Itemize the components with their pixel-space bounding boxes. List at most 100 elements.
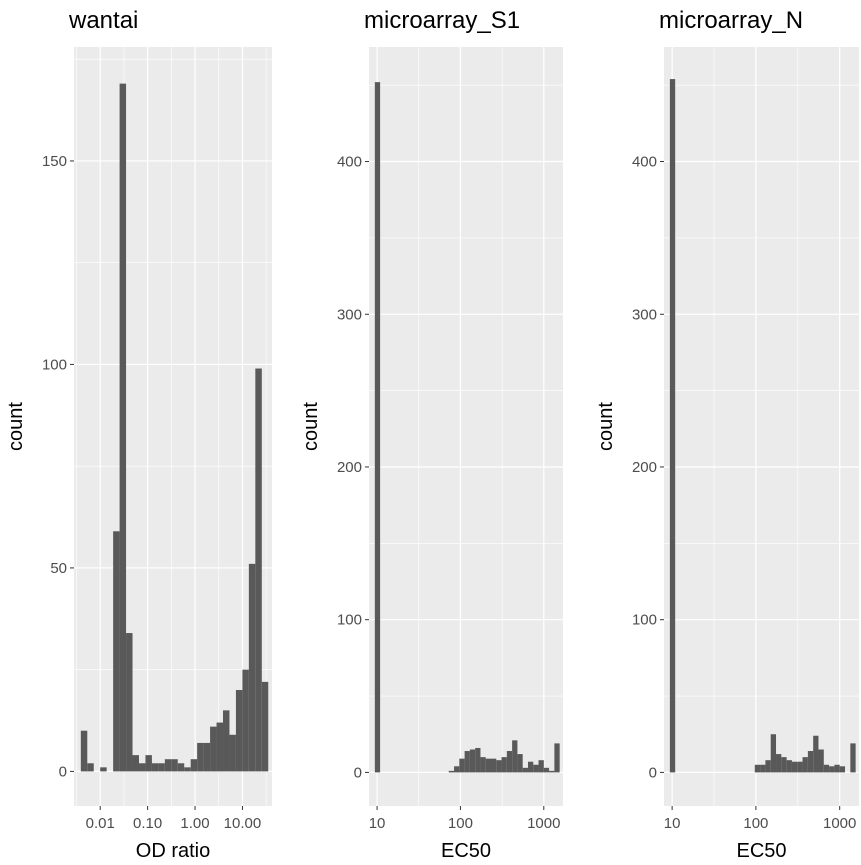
histogram-bar	[190, 759, 198, 772]
histogram-bar	[126, 633, 133, 772]
histogram-bar	[754, 764, 761, 773]
histogram-bar	[813, 735, 819, 773]
histogram-bar	[797, 761, 803, 773]
x-axis-title: EC50	[441, 840, 491, 862]
y-tick-label: 100	[337, 612, 362, 629]
y-tick-label: 0	[649, 764, 657, 781]
histogram-bar	[485, 758, 492, 773]
x-tick-label: 0.10	[133, 815, 162, 832]
y-tick-label: 100	[632, 612, 657, 629]
panel-microarray-n: 0 100 200 300 400 10 100 1000 EC50 count microarra…	[595, 7, 859, 862]
histogram-bar	[802, 757, 808, 773]
x-tick-label: 1.00	[180, 815, 209, 832]
x-tick-label: 1000	[823, 815, 856, 832]
histogram-bar	[786, 760, 792, 773]
histogram-bar	[164, 759, 172, 772]
x-tick-label: 100	[448, 815, 473, 832]
histogram-bar	[480, 757, 486, 773]
histogram-bar	[538, 760, 544, 773]
x-tick-label: 10.00	[224, 815, 262, 832]
histogram-bar	[781, 757, 787, 773]
histogram-bar	[491, 758, 497, 773]
histogram-bar	[454, 766, 460, 773]
y-tick-label: 400	[632, 154, 657, 171]
y-tick-label: 300	[337, 306, 362, 323]
histogram-bar	[203, 742, 211, 772]
y-tick-label: 0	[59, 763, 67, 780]
x-tick-label: 100	[743, 815, 768, 832]
histogram-bar	[261, 681, 269, 772]
histogram-bar	[448, 770, 455, 773]
histogram-bar	[177, 763, 185, 772]
histogram-bar	[549, 770, 555, 773]
histogram-bar	[158, 763, 165, 772]
x-tick-label: 0.01	[86, 815, 115, 832]
histogram-bar	[374, 82, 381, 773]
histogram-bar	[501, 757, 507, 773]
histogram-bar	[197, 742, 204, 772]
histogram-bar	[132, 755, 139, 772]
histogram-bar	[151, 763, 159, 772]
panel-microarray-s1: 0 100 200 300 400 10 100 1000 EC50 count microarra…	[300, 7, 563, 862]
x-tick-label: 10	[664, 815, 681, 832]
histogram-bar	[791, 761, 798, 773]
histogram-bar	[765, 760, 771, 773]
histogram-bar	[171, 759, 178, 772]
histogram-bar	[770, 734, 777, 773]
histogram-bar	[829, 766, 835, 773]
histogram-bar	[554, 743, 560, 773]
y-tick-label: 200	[632, 459, 657, 476]
panel-wantai: 0 50 100 150 0.01 0.10 1.00 10.00 OD ratio count w…	[5, 7, 272, 862]
histogram-bar	[138, 763, 146, 772]
histogram-bar	[776, 754, 782, 773]
histogram-bar	[527, 761, 534, 773]
x-tick-label: 10	[369, 815, 386, 832]
histogram-bar	[517, 754, 523, 773]
histogram-bar	[522, 767, 528, 773]
histogram-bar	[87, 763, 94, 772]
histogram-bar	[818, 749, 824, 773]
histogram-bar	[119, 83, 127, 772]
histogram-bar	[834, 764, 840, 773]
histogram-bar	[543, 767, 550, 773]
histogram-bar	[839, 766, 846, 773]
histogram-bar	[216, 722, 224, 772]
histogram-bar	[464, 751, 470, 773]
y-tick-label: 300	[632, 306, 657, 323]
x-axis-title: OD ratio	[136, 840, 210, 862]
histogram-bar	[807, 751, 814, 773]
x-axis-title: EC50	[736, 840, 786, 862]
y-tick-label: 100	[42, 356, 67, 373]
histogram-bar	[184, 767, 191, 772]
histogram-bar	[80, 730, 88, 772]
panel-title: microarray_N	[659, 7, 803, 34]
histogram-bar	[235, 690, 243, 772]
histogram-bar	[100, 767, 107, 772]
y-tick-label: 200	[337, 459, 362, 476]
histogram-bar	[475, 747, 481, 773]
y-axis-title: count	[595, 402, 617, 451]
histogram-bar	[459, 758, 465, 773]
panel-title: microarray_S1	[364, 7, 520, 34]
y-tick-label: 50	[50, 560, 67, 577]
histogram-bar	[145, 755, 152, 772]
histogram-bar	[823, 764, 830, 773]
y-tick-label: 400	[337, 154, 362, 171]
histogram-bar	[223, 710, 230, 772]
y-tick-label: 0	[354, 764, 362, 781]
histogram-bar	[469, 749, 476, 773]
panel-title: wantai	[68, 7, 138, 34]
y-axis-title: count	[5, 402, 27, 451]
histogram-bar	[113, 531, 120, 772]
histogram-bar	[210, 726, 217, 772]
histogram-bar	[850, 743, 856, 773]
histogram-bar	[242, 669, 249, 772]
histogram-bar	[496, 760, 502, 773]
x-tick-label: 1000	[527, 815, 560, 832]
histogram-bar	[512, 740, 518, 773]
histogram-bar	[248, 563, 256, 772]
panel-background	[74, 47, 272, 806]
histogram-bar	[506, 751, 513, 773]
histogram-bar	[760, 764, 766, 773]
